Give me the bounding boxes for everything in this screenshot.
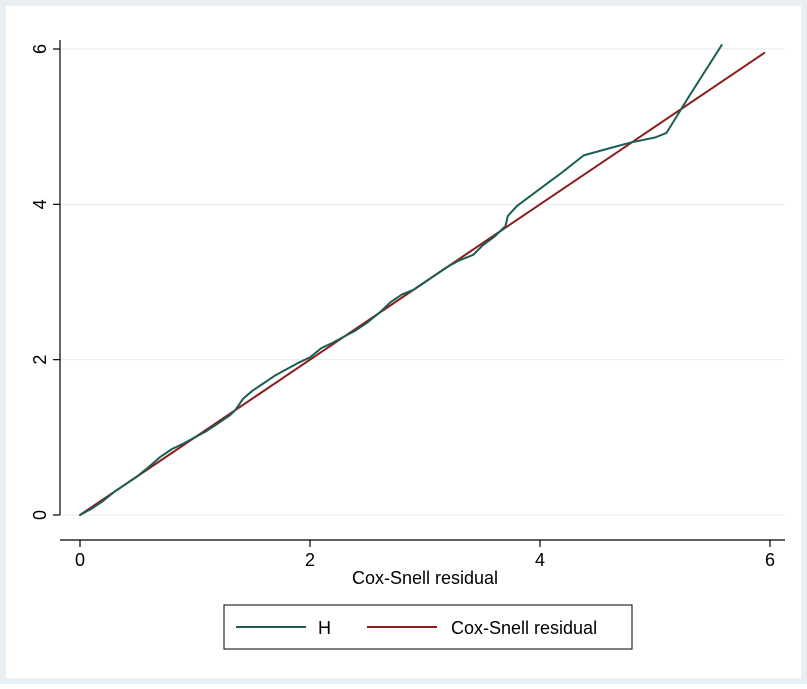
y-tick-label-4: 4 <box>30 199 50 209</box>
legend: H Cox-Snell residual <box>223 604 633 650</box>
grid-lines <box>60 48 785 516</box>
x-tick-label-0: 0 <box>75 550 85 570</box>
legend-label-h: H <box>318 618 331 638</box>
axes <box>59 40 785 541</box>
ticks: 0 2 4 6 0 2 4 6 <box>30 44 775 570</box>
series <box>79 44 766 516</box>
x-tick-label-6: 6 <box>765 550 775 570</box>
y-tick-label-0: 0 <box>30 510 50 520</box>
x-tick-label-2: 2 <box>305 550 315 570</box>
x-axis-title: Cox-Snell residual <box>352 568 498 588</box>
y-tick-label-2: 2 <box>30 355 50 365</box>
series-line-h <box>79 44 723 516</box>
x-tick-label-4: 4 <box>535 550 545 570</box>
y-tick-label-6: 6 <box>30 44 50 54</box>
legend-label-cox-snell-residual: Cox-Snell residual <box>451 618 597 638</box>
